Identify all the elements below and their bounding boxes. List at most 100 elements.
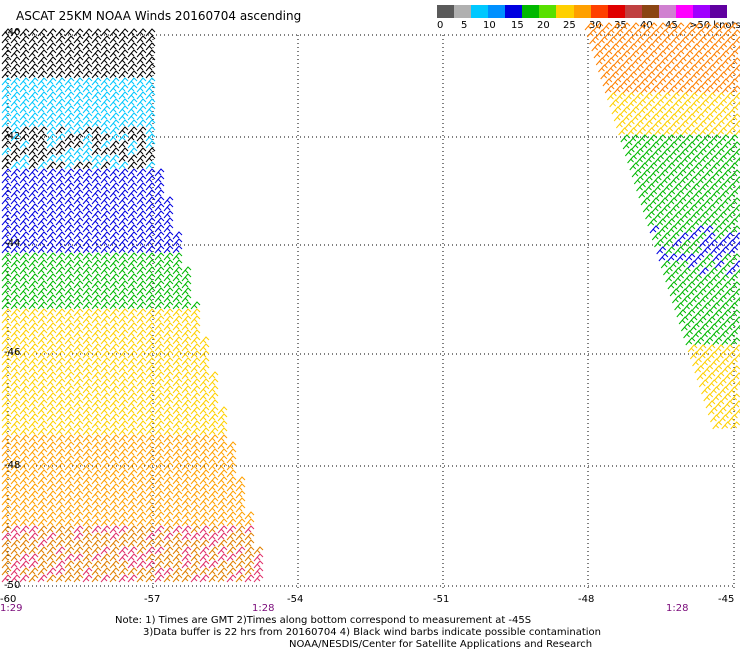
wind-barb-1181 (217, 434, 228, 443)
wind-barb-2269 (712, 337, 723, 346)
wind-barb-1071 (127, 406, 138, 415)
wind-barb-215 (100, 112, 111, 121)
wind-barb-1987 (683, 134, 694, 143)
wind-barb-1445 (226, 504, 237, 513)
wind-barb-1609 (199, 546, 210, 555)
wind-barb-161 (73, 91, 84, 100)
wind-barb-1089 (64, 413, 75, 422)
wind-barb-841 (172, 336, 183, 345)
wind-barb-1956 (651, 120, 662, 129)
wind-barb-1283 (208, 462, 219, 471)
wind-barb-2202 (683, 274, 693, 283)
wind-barb-2139 (694, 225, 705, 234)
wind-barb-1862 (726, 71, 737, 80)
wind-barb-1740 (656, 22, 667, 31)
wind-barb-196 (82, 105, 93, 114)
wind-barb-520 (118, 231, 129, 240)
wind-barb-1180 (208, 434, 219, 443)
wind-barb-2104 (660, 204, 671, 213)
wind-barb-2013 (687, 148, 698, 157)
wind-barb-2100 (721, 197, 732, 206)
lon-label-51: -51 (433, 594, 450, 605)
wind-barb-704 (118, 294, 129, 303)
wind-barb-777 (190, 315, 201, 324)
wind-barb-747 (118, 308, 129, 317)
wind-barb-2307 (728, 386, 738, 395)
wind-barb-1312 (1, 476, 12, 485)
wind-barb-748 (127, 308, 138, 317)
wind-barb-30 (118, 35, 129, 44)
wind-barb-764 (73, 315, 84, 324)
wind-barb-1597 (91, 546, 102, 555)
wind-barb-340 (1, 168, 12, 177)
wind-barb-219 (136, 112, 147, 121)
colorbar-label-0: 0 (437, 20, 444, 31)
wind-barb-2017 (723, 148, 734, 157)
wind-barb-607 (1, 266, 12, 275)
wind-barb-542 (136, 238, 147, 247)
wind-barb-733 (190, 301, 201, 310)
wind-barb-282 (91, 140, 102, 149)
wind-barb-66 (136, 49, 147, 58)
wind-barb-628 (1, 273, 12, 282)
wind-barb-1584 (226, 539, 237, 548)
wind-barb-1719 (145, 574, 156, 583)
wind-barb-2114 (654, 211, 664, 220)
wind-barb-1138 (55, 427, 66, 436)
wind-barb-11 (100, 28, 111, 37)
wind-barb-604 (154, 259, 165, 268)
wind-barb-959 (199, 371, 210, 380)
wind-barb-124 (46, 77, 57, 86)
wind-barb-1773 (652, 36, 662, 45)
wind-barb-671 (10, 287, 21, 296)
wind-barb-436 (46, 203, 57, 212)
wind-barb-1657 (109, 560, 120, 569)
wind-barb-1428 (73, 504, 84, 513)
wind-barb-1685 (100, 567, 111, 576)
wind-barb-1411 (163, 497, 174, 506)
wind-barb-780 (19, 322, 30, 331)
wind-barb-1847 (733, 64, 740, 73)
wind-barb-1387 (190, 490, 201, 499)
wind-barb-2257 (716, 323, 727, 332)
wind-barb-1947 (694, 113, 705, 122)
wind-barb-1133 (10, 427, 21, 436)
wind-barb-73 (46, 56, 57, 65)
wind-barb-1853 (645, 71, 656, 80)
wind-barb-2076 (708, 183, 718, 192)
wind-barb-2217 (678, 288, 689, 297)
wind-barb-113 (100, 70, 111, 79)
wind-barb-793 (136, 322, 147, 331)
wind-barb-452 (19, 210, 30, 219)
wind-barb-2131 (710, 218, 721, 227)
wind-barb-136 (1, 84, 12, 93)
wind-barb-968 (64, 378, 75, 387)
wind-barb-1013 (37, 392, 48, 401)
wind-barb-1110 (28, 420, 39, 429)
wind-barb-877 (82, 350, 93, 359)
wind-barb-1104 (199, 413, 210, 422)
wind-barb-1992 (728, 134, 739, 143)
wind-barb-491 (28, 224, 39, 233)
wind-barb-64 (118, 49, 129, 58)
wind-barb-171 (10, 98, 21, 107)
wind-barb-966 (46, 378, 57, 387)
wind-barb-2325 (730, 421, 740, 430)
wind-barb-1994 (631, 141, 642, 150)
wind-barb-950 (118, 371, 129, 380)
colorbar-swatch-13 (658, 5, 676, 18)
wind-barb-1522 (172, 525, 183, 534)
wind-barb-1012 (28, 392, 39, 401)
wind-barb-883 (136, 350, 147, 359)
wind-barb-1300 (127, 469, 138, 478)
wind-barb-815 (136, 329, 147, 338)
wind-barb-517 (91, 231, 102, 240)
wind-barb-1717 (127, 574, 138, 583)
wind-barb-470 (10, 217, 21, 226)
wind-barb-55 (37, 49, 48, 58)
wind-barb-1273 (118, 462, 129, 471)
wind-barb-571 (37, 252, 48, 261)
wind-barb-461 (100, 210, 111, 219)
wind-barb-906 (136, 357, 147, 366)
wind-barb-1611 (217, 546, 228, 555)
